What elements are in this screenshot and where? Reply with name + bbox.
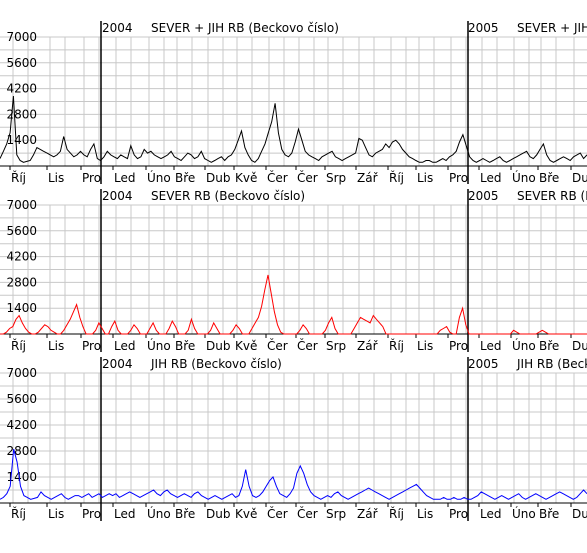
x-tick-label: Led [114,507,135,521]
y-tick-label: 5600 [6,392,37,406]
x-tick-label: Zář [357,171,379,185]
x-tick-label: Kvě [235,507,257,521]
x-tick-label: Říj [11,338,26,353]
x-tick-label: Dub [206,507,230,521]
panel-title: SEVER RB (Beckovo číslo) [517,189,587,203]
series-line [0,274,587,335]
x-tick-label: Čer [267,170,288,185]
x-tick-label: Čer [267,506,288,521]
x-tick-label: Říj [389,170,404,185]
x-tick-label: Lis [417,171,433,185]
x-tick-label: Bře [539,171,559,185]
series-line [0,95,587,163]
x-tick-label: Říj [389,506,404,521]
x-tick-label: Úno [147,338,171,353]
x-tick-label: Led [114,339,135,353]
x-tick-label: Čer [267,338,288,353]
year-label: 2004 [102,21,133,35]
y-tick-label: 1400 [6,301,37,315]
x-tick-label: Úno [512,170,536,185]
panel-title: SEVER RB (Beckovo číslo) [151,189,305,203]
x-tick-label: Bře [175,507,195,521]
y-tick-label: 4200 [6,418,37,432]
panel-title: JIH RB (Beckovo číslo) [150,357,282,371]
x-tick-label: Úno [512,506,536,521]
y-tick-label: 2800 [6,444,37,458]
x-tick-label: Lis [48,171,64,185]
y-tick-label: 7000 [6,30,37,44]
x-tick-label: Čer [297,338,318,353]
x-tick-label: Pro [82,339,101,353]
year-label: 2005 [468,21,499,35]
x-tick-label: Srp [326,171,346,185]
x-tick-label: Dub [572,171,587,185]
x-tick-label: Led [114,171,135,185]
x-tick-label: Bře [175,339,195,353]
x-tick-label: Pro [449,171,468,185]
x-tick-label: Čer [297,170,318,185]
panel-title: SEVER + JIH RB (Beckovo číslo) [517,21,587,35]
y-tick-label: 7000 [6,366,37,380]
x-tick-label: Říj [11,506,26,521]
x-tick-label: Zář [357,507,379,521]
x-tick-label: Lis [417,339,433,353]
x-tick-label: Led [480,339,501,353]
x-tick-label: Pro [449,507,468,521]
y-tick-label: 5600 [6,224,37,238]
y-tick-label: 7000 [6,198,37,212]
y-tick-label: 2800 [6,275,37,289]
y-tick-label: 5600 [6,56,37,70]
y-tick-label: 4200 [6,250,37,264]
x-tick-label: Led [480,507,501,521]
x-tick-label: Lis [417,507,433,521]
x-tick-label: Bře [539,507,559,521]
x-tick-label: Dub [572,507,587,521]
x-tick-label: Čer [297,506,318,521]
x-tick-label: Dub [206,339,230,353]
x-tick-label: Úno [147,170,171,185]
y-tick-label: 1400 [6,470,37,484]
x-tick-label: Zář [357,339,379,353]
x-tick-label: Úno [147,506,171,521]
x-tick-label: Pro [449,339,468,353]
x-tick-label: Srp [326,339,346,353]
x-tick-label: Bře [175,171,195,185]
x-tick-label: Dub [206,171,230,185]
year-label: 2004 [102,189,133,203]
x-tick-label: Pro [82,507,101,521]
x-tick-label: Pro [82,171,101,185]
year-label: 2005 [468,189,499,203]
x-tick-label: Srp [326,507,346,521]
x-tick-label: Úno [512,338,536,353]
y-tick-label: 4200 [6,82,37,96]
x-tick-label: Kvě [235,339,257,353]
x-tick-label: Lis [48,507,64,521]
x-tick-label: Lis [48,339,64,353]
x-tick-label: Říj [389,338,404,353]
x-tick-label: Dub [572,339,587,353]
year-label: 2004 [102,357,133,371]
panel-title: SEVER + JIH RB (Beckovo číslo) [151,21,339,35]
y-tick-label: 1400 [6,133,37,147]
x-tick-label: Říj [11,170,26,185]
year-label: 2005 [468,357,499,371]
x-tick-label: Bře [539,339,559,353]
x-tick-label: Kvě [235,171,257,185]
x-tick-label: Led [480,171,501,185]
series-line [0,448,587,500]
panel-title: JIH RB (Beckovo číslo) [516,357,587,371]
